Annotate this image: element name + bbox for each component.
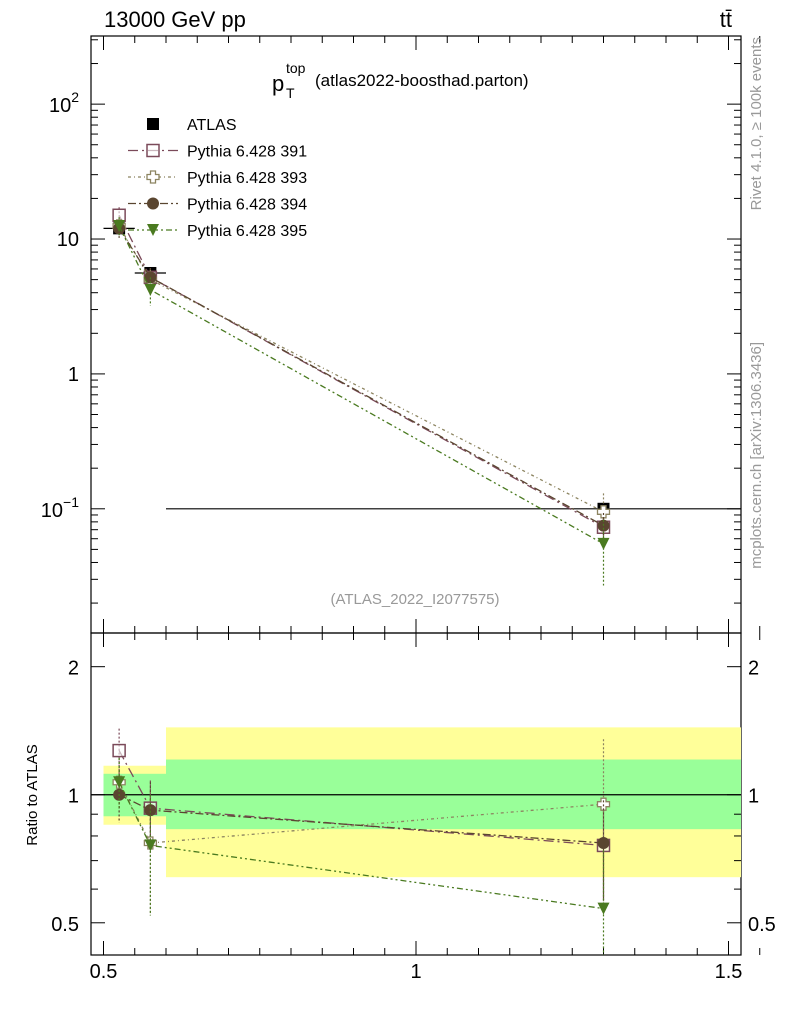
ratio-series-line xyxy=(118,781,604,910)
ratio-series-3 xyxy=(113,757,610,955)
legend-label: ATLAS xyxy=(187,117,237,134)
ratio-point xyxy=(113,776,126,789)
ratio-xtick-label: 0.5 xyxy=(90,961,118,983)
ratio-point xyxy=(144,839,157,852)
title-symbol: p xyxy=(272,71,284,96)
main-point xyxy=(596,505,611,519)
title-subscript: T xyxy=(286,85,295,101)
ratio-series-layer xyxy=(112,728,611,955)
header-process: tt̄ xyxy=(720,7,732,32)
ratio-point xyxy=(112,743,126,758)
mcplots-reference-text: mcplots.cern.ch [arXiv:1306.3436] xyxy=(748,342,765,569)
analysis-watermark: (ATLAS_2022_I2077575) xyxy=(330,591,499,608)
ratio-ylabel: Ratio to ATLAS xyxy=(24,744,41,845)
legend-entry-2: Pythia 6.428 393 xyxy=(128,170,307,187)
legend-label: Pythia 6.428 391 xyxy=(187,144,307,161)
main-series-2 xyxy=(112,217,611,539)
ratio-ytick-label-left: 1 xyxy=(68,786,79,808)
ratio-xtick-label: 1 xyxy=(410,961,421,983)
main-series-line xyxy=(118,225,604,545)
title-superscript: top xyxy=(286,60,306,76)
main-axis-ticks: 10−1 1 10 102 xyxy=(41,36,761,633)
main-ytick-label: 102 xyxy=(49,89,79,117)
legend: ATLAS Pythia 6.428 391 Pythia 6.428 393 Pyt… xyxy=(128,117,307,240)
legend-label: Pythia 6.428 394 xyxy=(187,197,307,214)
main-point xyxy=(113,219,126,232)
main-point xyxy=(597,537,610,550)
ratio-ytick-label-left: 2 xyxy=(68,658,79,680)
legend-marker xyxy=(147,197,159,210)
ratio-ytick-label-right: 2 xyxy=(748,658,759,680)
main-series-line xyxy=(118,214,604,528)
rivet-version-text: Rivet 4.1.0, ≥ 100k events xyxy=(748,37,765,210)
main-series-line xyxy=(118,227,604,527)
main-series-3 xyxy=(113,220,610,542)
main-series-1 xyxy=(112,207,611,544)
ratio-point xyxy=(144,804,157,817)
main-series-line xyxy=(118,225,604,513)
legend-label: Pythia 6.428 393 xyxy=(187,170,307,187)
ratio-xtick-label: 1.5 xyxy=(715,961,743,983)
main-series-layer xyxy=(103,207,741,586)
main-ytick-label: 10 xyxy=(57,229,79,251)
main-ytick-label: 1 xyxy=(68,364,79,386)
legend-marker xyxy=(146,170,160,184)
legend-marker xyxy=(147,224,159,236)
plot-title: p top T (atlas2022-boosthad.parton) xyxy=(272,60,529,101)
ratio-error-bands xyxy=(103,727,741,878)
legend-entry-4: Pythia 6.428 395 xyxy=(128,223,307,240)
ratio-point xyxy=(597,902,610,915)
header-energy: 13000 GeV pp xyxy=(104,7,246,32)
main-ytick-label: 10−1 xyxy=(41,494,79,522)
main-series-0 xyxy=(103,222,741,515)
legend-marker xyxy=(147,118,159,130)
ratio-point xyxy=(597,837,610,850)
ratio-point xyxy=(596,797,611,811)
ratio-ytick-label-right: 0.5 xyxy=(748,914,776,936)
title-rest: (atlas2022-boosthad.parton) xyxy=(315,71,529,90)
legend-entry-0: ATLAS xyxy=(147,117,237,134)
ratio-ytick-label-right: 1 xyxy=(748,786,759,808)
main-series-4 xyxy=(113,217,610,586)
ratio-ytick-label-left: 0.5 xyxy=(51,914,79,936)
main-point xyxy=(144,283,157,296)
legend-marker xyxy=(146,143,160,158)
legend-label: Pythia 6.428 395 xyxy=(187,223,307,240)
legend-entry-1: Pythia 6.428 391 xyxy=(128,144,307,161)
legend-entry-3: Pythia 6.428 394 xyxy=(128,197,307,214)
